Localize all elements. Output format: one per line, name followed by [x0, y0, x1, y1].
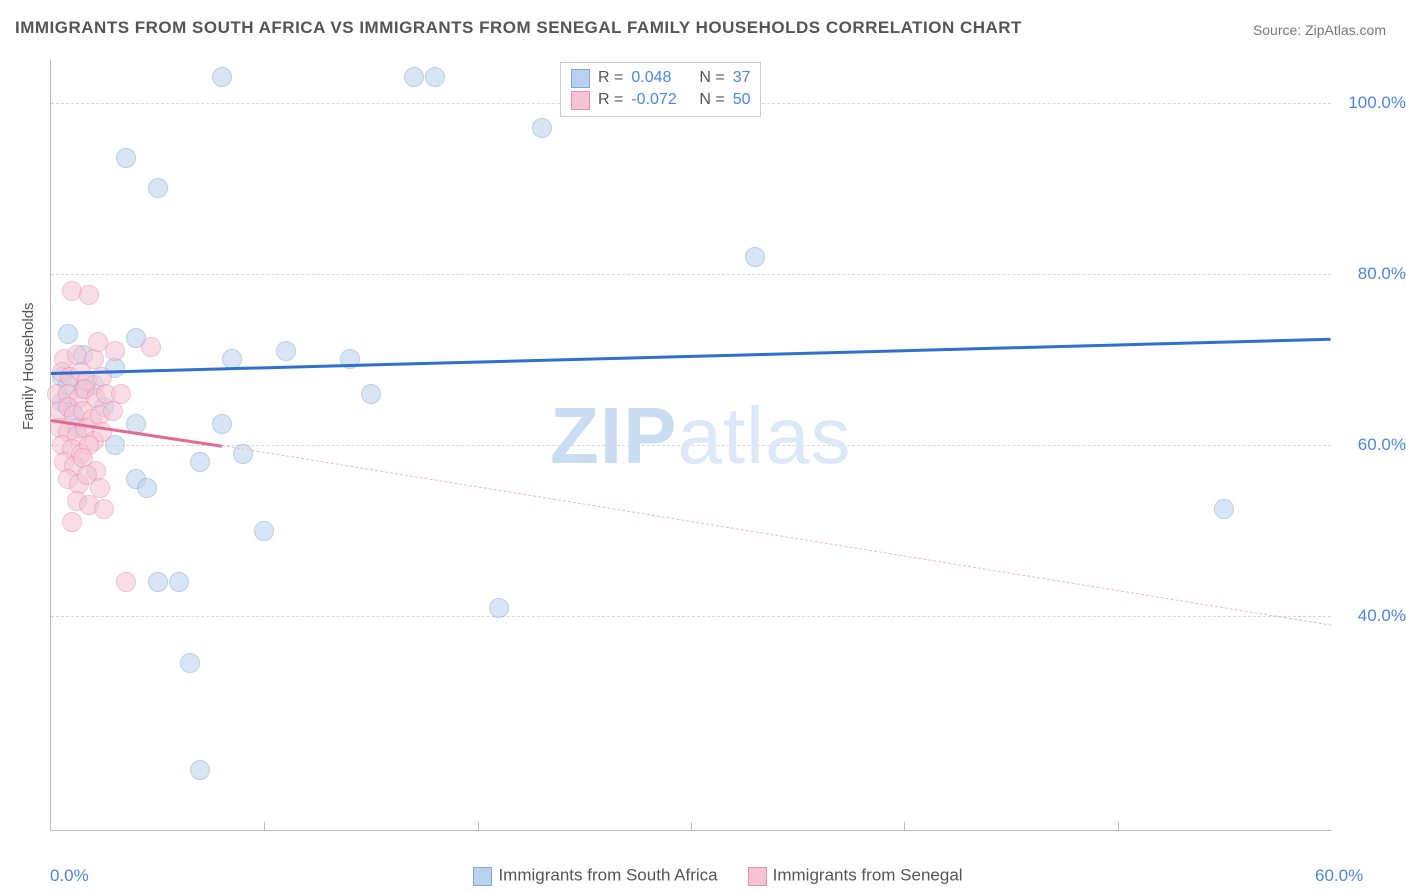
- gridline-v: [1118, 822, 1119, 830]
- x-tick-min: 0.0%: [50, 866, 89, 886]
- point-south-africa: [190, 760, 210, 780]
- point-south-africa: [1214, 499, 1234, 519]
- legend-r-value: -0.072: [631, 89, 691, 111]
- legend-stats-row: R = 0.048 N = 37: [571, 67, 750, 89]
- gridline-v: [904, 822, 905, 830]
- point-south-africa: [190, 452, 210, 472]
- point-south-africa: [58, 324, 78, 344]
- point-south-africa: [116, 148, 136, 168]
- legend-n-label: N =: [699, 89, 724, 111]
- point-south-africa: [745, 247, 765, 267]
- point-south-africa: [169, 572, 189, 592]
- legend-swatch: [571, 91, 590, 110]
- source-attribution: Source: ZipAtlas.com: [1253, 22, 1386, 38]
- point-south-africa: [254, 521, 274, 541]
- point-senegal: [79, 285, 99, 305]
- plot-area: 40.0%60.0%80.0%100.0%: [50, 60, 1331, 831]
- gridline-h: [51, 274, 1331, 275]
- legend-stats-box: R = 0.048 N = 37 R = -0.072 N = 50: [560, 62, 761, 117]
- legend-stats-row: R = -0.072 N = 50: [571, 89, 750, 111]
- point-south-africa: [404, 67, 424, 87]
- point-senegal: [94, 499, 114, 519]
- legend-r-label: R =: [598, 89, 623, 111]
- point-south-africa: [212, 414, 232, 434]
- legend-r-label: R =: [598, 67, 623, 89]
- point-south-africa: [361, 384, 381, 404]
- trend-line: [222, 445, 1331, 626]
- point-south-africa: [148, 572, 168, 592]
- y-tick-label: 40.0%: [1341, 606, 1406, 626]
- legend-r-value: 0.048: [631, 67, 691, 89]
- legend-swatch: [473, 867, 492, 886]
- legend-swatch: [748, 867, 767, 886]
- legend-n-value: 37: [733, 67, 751, 89]
- legend-series-label: Immigrants from South Africa: [498, 866, 717, 885]
- point-south-africa: [137, 478, 157, 498]
- legend-series: Immigrants from South Africa Immigrants f…: [0, 865, 1406, 886]
- gridline-h: [51, 616, 1331, 617]
- y-tick-label: 60.0%: [1341, 435, 1406, 455]
- point-senegal: [103, 401, 123, 421]
- y-tick-label: 80.0%: [1341, 264, 1406, 284]
- legend-swatch: [571, 69, 590, 88]
- point-south-africa: [276, 341, 296, 361]
- point-senegal: [62, 512, 82, 532]
- trend-line: [51, 338, 1331, 375]
- legend-n-label: N =: [699, 67, 724, 89]
- gridline-v: [264, 822, 265, 830]
- y-tick-label: 100.0%: [1341, 93, 1406, 113]
- point-south-africa: [489, 598, 509, 618]
- legend-series-label: Immigrants from Senegal: [773, 866, 963, 885]
- x-tick-max: 60.0%: [1315, 866, 1363, 886]
- point-senegal: [141, 337, 161, 357]
- gridline-v: [691, 822, 692, 830]
- gridline-v: [478, 822, 479, 830]
- point-south-africa: [532, 118, 552, 138]
- chart-title: IMMIGRANTS FROM SOUTH AFRICA VS IMMIGRAN…: [15, 18, 1022, 38]
- legend-n-value: 50: [733, 89, 751, 111]
- point-south-africa: [148, 178, 168, 198]
- y-axis-label: Family Households: [20, 302, 37, 430]
- point-south-africa: [180, 653, 200, 673]
- point-south-africa: [425, 67, 445, 87]
- point-south-africa: [212, 67, 232, 87]
- point-senegal: [105, 341, 125, 361]
- point-senegal: [116, 572, 136, 592]
